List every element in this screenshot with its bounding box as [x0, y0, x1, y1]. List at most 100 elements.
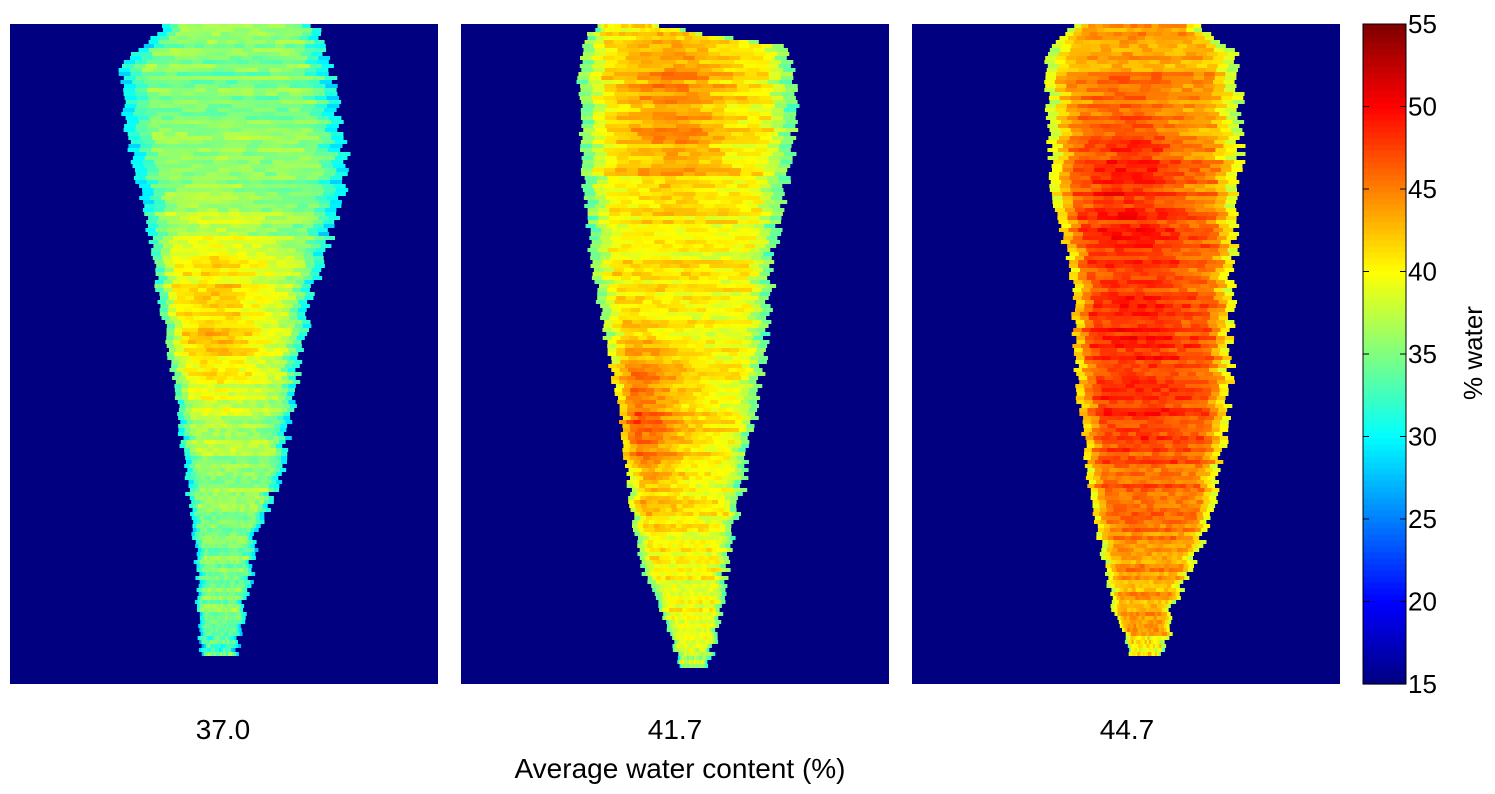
heatmap-cell — [253, 236, 265, 240]
heatmap-cell — [770, 184, 783, 188]
heatmap-cell — [219, 456, 226, 460]
heatmap-cell — [640, 256, 652, 260]
heatmap-cell — [670, 432, 679, 436]
heatmap-cell — [259, 136, 272, 140]
heatmap-cell — [285, 164, 299, 168]
heatmap-cell — [728, 352, 738, 356]
heatmap-cell — [162, 148, 176, 152]
heatmap-cell — [208, 388, 216, 392]
heatmap-cell — [706, 340, 716, 344]
heatmap-cell — [205, 328, 215, 332]
heatmap-cell — [142, 192, 155, 196]
heatmap-cell — [280, 348, 289, 352]
heatmap-cell — [193, 484, 200, 488]
heatmap-cell — [640, 112, 654, 116]
heatmap-cell — [224, 588, 228, 592]
heatmap-cell — [783, 108, 797, 112]
heatmap-cell — [238, 536, 243, 540]
heatmap-cell — [197, 548, 202, 552]
heatmap-cell — [262, 292, 272, 296]
heatmap-cell — [191, 516, 197, 520]
heatmap-cell — [324, 108, 337, 112]
heatmap-cell — [711, 368, 721, 372]
heatmap-cell — [661, 388, 671, 392]
heatmap-cell — [637, 428, 646, 432]
heatmap-cell — [261, 296, 271, 300]
heatmap-cell — [700, 392, 710, 396]
heatmap-cell — [671, 204, 683, 208]
heatmap-cell — [237, 80, 250, 84]
heatmap-cell — [646, 388, 655, 392]
heatmap-cell — [626, 148, 639, 152]
heatmap-cell — [202, 140, 216, 144]
heatmap-cell — [680, 492, 687, 496]
heatmap-cell — [218, 128, 231, 132]
heatmap-cell — [236, 432, 243, 436]
heatmap-cell — [196, 356, 204, 360]
heatmap-cell — [778, 64, 791, 68]
heatmap-cell — [212, 616, 216, 620]
heatmap-cell — [198, 484, 205, 488]
heatmap-cell — [750, 356, 760, 360]
heatmap-cell — [166, 344, 175, 348]
heatmap-cell — [211, 652, 215, 656]
heatmap-cell — [205, 544, 209, 548]
heatmap-cell — [763, 260, 775, 264]
heatmap-cell — [642, 40, 653, 44]
heatmap-cell — [209, 632, 213, 636]
heatmap-cell — [170, 108, 183, 112]
heatmap-cell — [224, 448, 231, 452]
heatmap-cell — [650, 404, 659, 408]
heatmap-cell — [736, 472, 744, 476]
heatmap-cell — [720, 52, 733, 56]
heatmap-cell — [646, 316, 656, 320]
heatmap-cell — [192, 260, 202, 264]
heatmap-cell — [255, 104, 268, 108]
heatmap-cell — [256, 188, 269, 192]
heatmap-cell — [223, 236, 235, 240]
heatmap-cell — [674, 48, 686, 52]
heatmap-cell — [713, 344, 723, 348]
heatmap-cell — [676, 200, 688, 204]
heatmap-cell — [640, 308, 651, 312]
heatmap-cell — [175, 380, 184, 384]
heatmap-cell — [240, 300, 250, 304]
heatmap-cell — [636, 492, 644, 496]
heatmap-cell — [146, 220, 158, 224]
heatmap-cell — [234, 628, 238, 632]
heatmap-cell — [678, 120, 691, 124]
heatmap-cell — [184, 104, 197, 108]
heatmap-cell — [631, 488, 639, 492]
heatmap-cell — [711, 280, 722, 284]
heatmap-cell — [217, 252, 228, 256]
heatmap-cell — [283, 136, 296, 140]
heatmap-cell — [671, 196, 684, 200]
heatmap-cell — [720, 432, 728, 436]
heatmap-cell — [252, 524, 257, 528]
heatmap-cell — [627, 36, 637, 40]
heatmap-cell — [627, 412, 636, 416]
heatmap-cell — [236, 24, 245, 28]
heatmap-cell — [723, 372, 732, 376]
heatmap-cell — [737, 316, 748, 320]
heatmap-cell — [736, 456, 745, 460]
heatmap-cell — [660, 172, 673, 176]
heatmap-cell — [259, 132, 272, 136]
heatmap-cell — [685, 164, 698, 168]
heatmap-cell — [265, 168, 278, 172]
heatmap-cell — [276, 88, 290, 92]
heatmap-cell — [717, 232, 729, 236]
heatmap-cell — [698, 160, 712, 164]
heatmap-cell — [666, 424, 675, 428]
heatmap-cell — [204, 604, 208, 608]
heatmap-cell — [237, 620, 241, 624]
heatmap-cell — [147, 128, 160, 132]
heatmap-cell — [733, 160, 747, 164]
heatmap-cell — [705, 44, 717, 48]
heatmap-cell — [219, 488, 225, 492]
heatmap-cell — [711, 352, 721, 356]
heatmap-cell — [639, 372, 649, 376]
heatmap-cell — [732, 164, 745, 168]
heatmap-cell — [226, 512, 232, 516]
heatmap-cell — [168, 292, 178, 296]
